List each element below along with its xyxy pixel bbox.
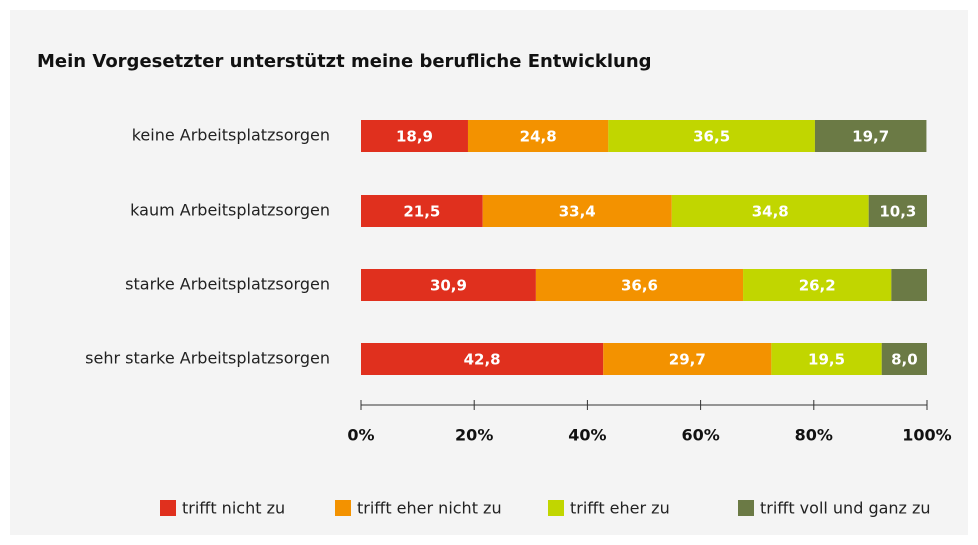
- value-label: 36,5: [693, 128, 730, 146]
- bar-segment: [603, 343, 772, 375]
- bar-segment: [361, 269, 536, 301]
- value-label: 34,8: [752, 203, 789, 221]
- bar-segment: [814, 120, 927, 152]
- value-label: 42,8: [464, 351, 501, 369]
- legend-swatch: [738, 500, 754, 516]
- chart-title: Mein Vorgesetzter unterstützt meine beru…: [37, 51, 652, 72]
- value-label: 21,5: [403, 203, 440, 221]
- bar-segment: [771, 343, 882, 375]
- value-label: 18,9: [396, 128, 433, 146]
- x-tick-label: 0%: [347, 426, 374, 445]
- legend-swatch: [160, 500, 176, 516]
- x-tick-label: 80%: [795, 426, 833, 445]
- legend-label: trifft voll und ganz zu: [760, 499, 931, 518]
- value-label: 26,2: [799, 277, 836, 295]
- value-label: 29,7: [669, 351, 706, 369]
- legend-swatch: [335, 500, 351, 516]
- bar-segment: [535, 269, 744, 301]
- bar-segment: [868, 195, 927, 227]
- bar-segment: [743, 269, 892, 301]
- bar-segment: [361, 120, 468, 152]
- category-label: kaum Arbeitsplatzsorgen: [130, 201, 330, 220]
- bar-segment: [608, 120, 815, 152]
- legend-swatch: [548, 500, 564, 516]
- legend-label: trifft eher zu: [570, 499, 670, 518]
- value-label: 10,3: [879, 203, 916, 221]
- bar-segment: [671, 195, 869, 227]
- bar-segment: [467, 120, 609, 152]
- bar-segment: [361, 195, 483, 227]
- value-label: 19,5: [808, 351, 845, 369]
- x-tick-label: 60%: [681, 426, 719, 445]
- value-label: 19,7: [852, 128, 889, 146]
- x-tick-label: 20%: [455, 426, 493, 445]
- value-label: 8,0: [891, 351, 918, 369]
- category-label: keine Arbeitsplatzsorgen: [132, 126, 330, 145]
- legend-label: trifft nicht zu: [182, 499, 285, 518]
- category-label: starke Arbeitsplatzsorgen: [125, 275, 330, 294]
- category-label: sehr starke Arbeitsplatzsorgen: [85, 349, 330, 368]
- bar-segment: [891, 269, 927, 301]
- value-label: 36,6: [621, 277, 658, 295]
- value-label: 33,4: [559, 203, 596, 221]
- x-tick-label: 40%: [568, 426, 606, 445]
- bar-segment: [482, 195, 672, 227]
- x-tick-label: 100%: [902, 426, 951, 445]
- value-label: 30,9: [430, 277, 467, 295]
- bar-segment: [361, 343, 604, 375]
- value-label: 24,8: [520, 128, 557, 146]
- bar-segment: [881, 343, 927, 375]
- legend-label: trifft eher nicht zu: [357, 499, 502, 518]
